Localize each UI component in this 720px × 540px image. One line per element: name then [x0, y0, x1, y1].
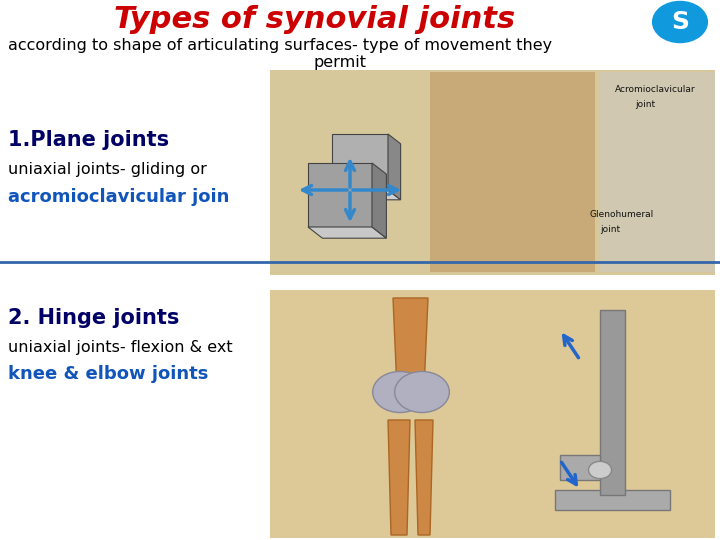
Polygon shape — [388, 420, 410, 535]
Text: S: S — [671, 10, 689, 34]
Text: uniaxial joints- flexion & ext: uniaxial joints- flexion & ext — [8, 340, 233, 355]
Circle shape — [652, 2, 707, 43]
Polygon shape — [308, 163, 372, 227]
Polygon shape — [372, 163, 387, 238]
Text: Glenohumeral: Glenohumeral — [590, 210, 654, 219]
Circle shape — [588, 461, 611, 478]
Text: joint: joint — [635, 100, 655, 109]
Text: 2. Hinge joints: 2. Hinge joints — [8, 308, 179, 328]
Polygon shape — [308, 227, 387, 238]
Text: acromioclavicular join: acromioclavicular join — [8, 188, 230, 206]
Text: Acromioclavicular: Acromioclavicular — [615, 85, 696, 94]
Polygon shape — [415, 420, 433, 535]
Polygon shape — [393, 298, 428, 390]
Polygon shape — [332, 134, 388, 190]
FancyBboxPatch shape — [270, 290, 715, 538]
Text: knee & elbow joints: knee & elbow joints — [8, 365, 208, 383]
Text: permit: permit — [313, 55, 366, 70]
Circle shape — [373, 372, 428, 413]
Text: Types of synovial joints: Types of synovial joints — [114, 5, 516, 34]
FancyBboxPatch shape — [600, 72, 715, 272]
Polygon shape — [560, 455, 600, 480]
FancyBboxPatch shape — [430, 72, 595, 272]
Text: joint: joint — [600, 225, 620, 234]
Polygon shape — [388, 134, 400, 200]
Polygon shape — [600, 310, 625, 495]
FancyBboxPatch shape — [270, 70, 715, 275]
Polygon shape — [555, 490, 670, 510]
Text: uniaxial joints- gliding or: uniaxial joints- gliding or — [8, 162, 207, 177]
Text: 1.Plane joints: 1.Plane joints — [8, 130, 169, 150]
Circle shape — [395, 372, 449, 413]
Text: according to shape of articulating surfaces- type of movement they: according to shape of articulating surfa… — [8, 38, 552, 53]
Polygon shape — [332, 190, 400, 200]
